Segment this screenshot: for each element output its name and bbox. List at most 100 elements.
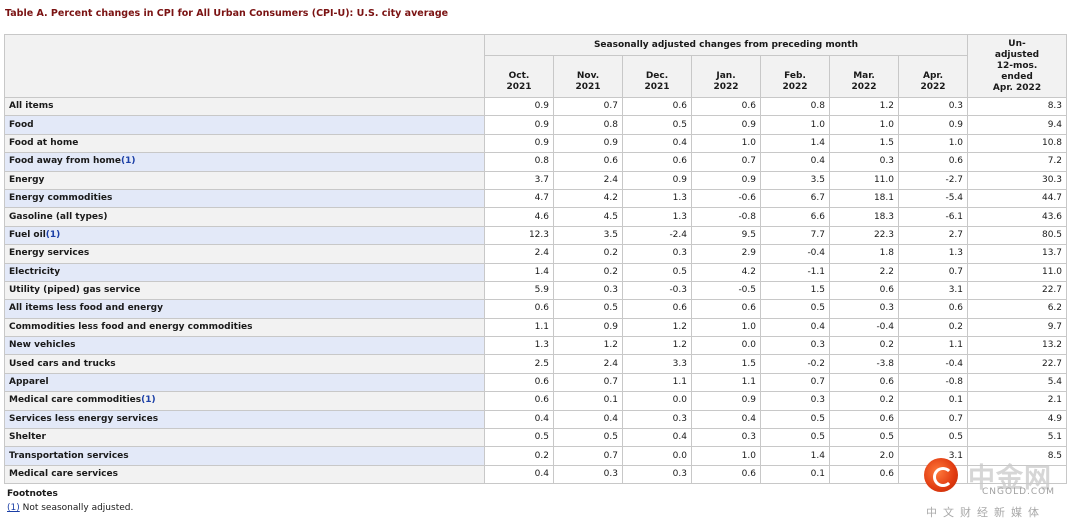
- table-body: All items 0.9 0.7 0.6 0.6 0.8 1.2 0.3 8.3 Food 0.9…: [4, 96, 1068, 485]
- value-cell: 0.6: [897, 152, 969, 172]
- value-cell: 1.0: [691, 317, 761, 338]
- unadjusted-value-cell: 8.5: [967, 446, 1068, 466]
- table-row: All items 0.9 0.7 0.6 0.6 0.8 1.2 0.3 8.3: [4, 96, 1068, 117]
- table-row: Utility (piped) gas service 5.9 0.3 -0.3 -0.…: [4, 280, 1068, 301]
- value-cell: 0.5: [622, 262, 692, 282]
- value-cell: 0.3: [553, 464, 623, 485]
- value-cell: 0.3: [622, 464, 692, 485]
- unadjusted-value-cell: 5.1: [967, 428, 1068, 448]
- value-cell: 1.5: [691, 354, 761, 374]
- value-cell: 0.2: [553, 262, 623, 282]
- value-cell: 1.0: [691, 446, 761, 466]
- table-row: Electricity 1.4 0.2 0.5 4.2 -1.1 2.2 0.7 11.0: [4, 262, 1068, 282]
- footnote-marker[interactable]: (1): [45, 229, 61, 240]
- value-cell: 2.4: [484, 244, 554, 264]
- value-cell: 0.6: [484, 299, 554, 319]
- value-cell: 6.6: [760, 207, 830, 227]
- value-cell: 12.3: [484, 225, 554, 246]
- month-header: Jan. 2022: [691, 55, 761, 98]
- row-header-blank: [4, 34, 485, 98]
- unadjusted-value-cell: [967, 464, 1068, 485]
- row-label: Energy commodities: [4, 188, 485, 209]
- row-label: Commodities less food and energy commodi…: [4, 317, 485, 338]
- value-cell: 0.9: [553, 317, 623, 338]
- footnote-1: (1) Not seasonally adjusted.: [7, 503, 133, 513]
- value-cell: 0.5: [829, 428, 899, 448]
- value-cell: 1.2: [622, 336, 692, 356]
- value-cell: 1.0: [760, 115, 830, 135]
- value-cell: 0.7: [897, 409, 969, 430]
- value-cell: -6.1: [897, 207, 969, 227]
- unadjusted-value-cell: 8.3: [967, 96, 1068, 117]
- table-row: Food 0.9 0.8 0.5 0.9 1.0 1.0 0.9 9.4: [4, 115, 1068, 135]
- row-label: Medical care commodities(1): [4, 391, 485, 411]
- footnote-1-link[interactable]: (1): [7, 503, 20, 513]
- value-cell: 0.6: [484, 391, 554, 411]
- value-cell: 0.6: [829, 464, 899, 485]
- footnote-marker[interactable]: (1): [141, 395, 156, 406]
- row-label: Used cars and trucks: [4, 354, 485, 374]
- value-cell: 0.5: [622, 115, 692, 135]
- value-cell: 0.8: [484, 152, 554, 172]
- value-cell: 0.5: [484, 428, 554, 448]
- row-label: Medical care services: [4, 464, 485, 485]
- value-cell: 1.1: [622, 372, 692, 393]
- value-cell: 1.2: [622, 317, 692, 338]
- row-label: Transportation services: [4, 446, 485, 466]
- value-cell: 0.0: [622, 391, 692, 411]
- value-cell: -0.8: [691, 207, 761, 227]
- unadjusted-value-cell: 80.5: [967, 225, 1068, 246]
- value-cell: 22.3: [829, 225, 899, 246]
- month-header: Dec. 2021: [622, 55, 692, 98]
- table-row: Food away from home(1) 0.8 0.6 0.6 0.7 0.4 0.3…: [4, 152, 1068, 172]
- value-cell: 4.2: [691, 262, 761, 282]
- value-cell: 11.0: [829, 170, 899, 190]
- table-row: Energy services 2.4 0.2 0.3 2.9 -0.4 1.8 1.3 13.…: [4, 244, 1068, 264]
- value-cell: 1.5: [829, 133, 899, 154]
- table-row: Used cars and trucks 2.5 2.4 3.3 1.5 -0.2 -3.8…: [4, 354, 1068, 374]
- value-cell: -0.6: [691, 188, 761, 209]
- month-header: Feb. 2022: [760, 55, 830, 98]
- month-header: Nov. 2021: [553, 55, 623, 98]
- value-cell: 0.4: [691, 409, 761, 430]
- table-row: Medical care commodities(1) 0.6 0.1 0.0 0.9 0…: [4, 391, 1068, 411]
- value-cell: 0.7: [897, 262, 969, 282]
- value-cell: 0.2: [553, 244, 623, 264]
- value-cell: 0.4: [760, 152, 830, 172]
- row-label: Gasoline (all types): [4, 207, 485, 227]
- value-cell: 0.6: [829, 280, 899, 301]
- value-cell: 0.6: [484, 372, 554, 393]
- watermark-tagline: 中文财经新媒体: [926, 506, 1045, 519]
- value-cell: 1.4: [760, 446, 830, 466]
- table-row: Fuel oil(1) 12.3 3.5 -2.4 9.5 7.7 22.3 2.7 80.5: [4, 225, 1068, 246]
- value-cell: 1.5: [760, 280, 830, 301]
- value-cell: 0.2: [829, 336, 899, 356]
- value-cell: 0.0: [622, 446, 692, 466]
- value-cell: 0.1: [553, 391, 623, 411]
- value-cell: 0.6: [622, 299, 692, 319]
- value-cell: -0.2: [760, 354, 830, 374]
- row-label: Electricity: [4, 262, 485, 282]
- value-cell: 0.4: [553, 409, 623, 430]
- value-cell: 3.5: [760, 170, 830, 190]
- value-cell: 1.3: [622, 207, 692, 227]
- unadjusted-value-cell: 11.0: [967, 262, 1068, 282]
- value-cell: 4.5: [553, 207, 623, 227]
- footnote-marker[interactable]: (1): [121, 156, 136, 167]
- unadjusted-value-cell: 13.2: [967, 336, 1068, 356]
- value-cell: 1.0: [897, 133, 969, 154]
- footnotes-title: Footnotes: [7, 489, 58, 499]
- value-cell: 4.6: [484, 207, 554, 227]
- value-cell: 0.7: [553, 96, 623, 117]
- value-cell: 0.3: [622, 244, 692, 264]
- value-cell: 0.7: [553, 446, 623, 466]
- table-row: Apparel 0.6 0.7 1.1 1.1 0.7 0.6 -0.8 5.4: [4, 372, 1068, 393]
- value-cell: -5.4: [897, 188, 969, 209]
- value-cell: 0.5: [897, 428, 969, 448]
- value-cell: 1.3: [897, 244, 969, 264]
- value-cell: 6.7: [760, 188, 830, 209]
- seasonal-group-header: Seasonally adjusted changes from precedi…: [483, 34, 969, 56]
- value-cell: 0.9: [691, 115, 761, 135]
- row-label: New vehicles: [4, 336, 485, 356]
- table-row: Energy 3.7 2.4 0.9 0.9 3.5 11.0 -2.7 30.3: [4, 170, 1068, 190]
